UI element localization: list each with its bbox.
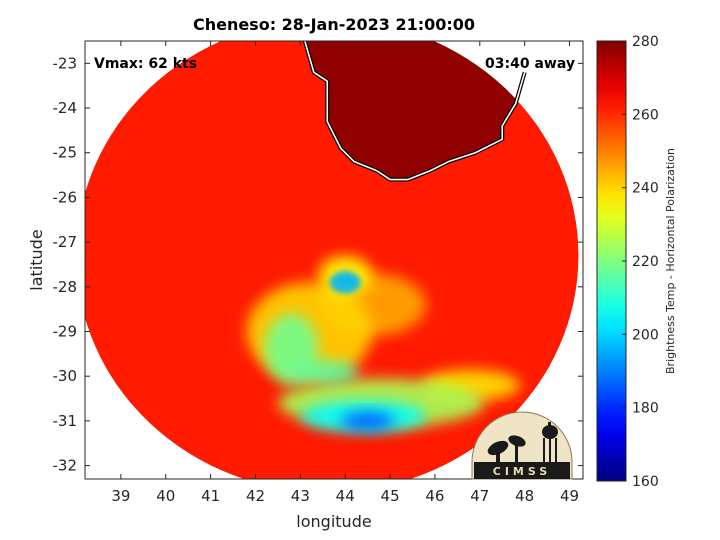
y-tick-label: -27 — [53, 233, 78, 251]
y-tick-label: -30 — [53, 367, 78, 385]
colorbar-tick-label: 260 — [632, 107, 659, 123]
x-tick-label: 39 — [111, 487, 130, 505]
colorbar-tick-label: 220 — [632, 254, 659, 270]
colorbar-tick-label: 200 — [632, 327, 659, 343]
x-tick-labels: 39 40 41 42 43 44 45 46 47 48 49 — [111, 487, 579, 505]
x-tick-label: 45 — [381, 487, 400, 505]
cimss-logo-band — [474, 462, 570, 479]
y-tick-label: -29 — [53, 323, 78, 341]
cimss-logo: CIMSS — [471, 411, 573, 480]
x-tick-label: 48 — [515, 487, 534, 505]
y-tick-labels: -23 -24 -25 -26 -27 -28 -29 -30 -31 -32 — [53, 54, 78, 474]
x-tick-label: 42 — [246, 487, 265, 505]
x-tick-label: 40 — [156, 487, 175, 505]
colorbar-tick-label: 180 — [632, 401, 659, 417]
x-tick-label: 47 — [470, 487, 489, 505]
coastline-line — [304, 41, 526, 181]
satellite-dish-icon — [487, 435, 526, 462]
x-tick-label: 43 — [291, 487, 310, 505]
cloud-feature — [340, 411, 395, 430]
x-tick-label: 49 — [560, 487, 579, 505]
y-tick-label: -25 — [53, 144, 78, 162]
vmax-annotation: Vmax: 62 kts — [94, 56, 197, 72]
axis-ticks — [85, 41, 583, 479]
x-tick-label: 46 — [425, 487, 444, 505]
y-tick-label: -28 — [53, 278, 78, 296]
y-axis-label: latitude — [27, 229, 46, 290]
colorbar-label: Brightness Temp - Horizontal Polarizatio… — [664, 148, 677, 374]
colorbar-tick-label: 240 — [632, 181, 659, 197]
cimss-logo-text: CIMSS — [493, 465, 551, 478]
x-tick-label: 44 — [336, 487, 355, 505]
x-axis-label: longitude — [296, 512, 371, 531]
colorbar: 280 260 240 220 200 180 160 — [596, 34, 659, 490]
colorbar-gradient — [596, 40, 627, 482]
y-tick-label: -31 — [53, 412, 78, 430]
colorbar-tick-label: 280 — [632, 34, 659, 50]
colorbar-tick-label: 160 — [632, 474, 659, 490]
coastline — [302, 41, 527, 182]
time-offset-annotation: 03:40 away — [485, 56, 575, 72]
x-tick-label: 41 — [201, 487, 220, 505]
plot-frame — [84, 40, 584, 480]
y-tick-label: -32 — [53, 457, 78, 475]
chart-title: Cheneso: 28-Jan-2023 21:00:00 — [193, 15, 475, 34]
cloud-feature — [295, 360, 359, 383]
y-tick-label: -24 — [53, 99, 78, 117]
water-tower-icon — [542, 422, 558, 462]
y-tick-label: -26 — [53, 188, 78, 206]
y-tick-label: -23 — [53, 54, 78, 72]
cloud-feature — [329, 271, 361, 294]
colorbar-ticks: 280 260 240 220 200 180 160 — [622, 34, 659, 490]
